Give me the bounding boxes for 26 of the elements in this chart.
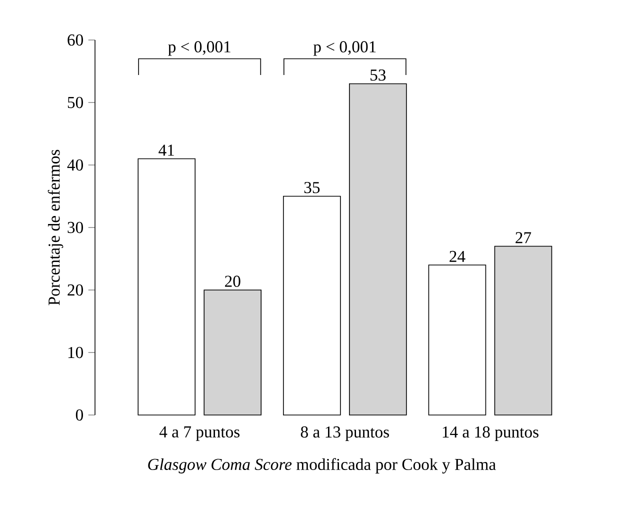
data-label: 27: [516, 232, 532, 244]
bar: [138, 158, 196, 416]
data-label: 24: [450, 250, 466, 262]
x-tick-label: 14 a 18 puntos: [442, 426, 538, 441]
annotation: p < 0,001: [168, 41, 230, 56]
y-tick-label: 10: [68, 346, 83, 358]
y-tick-label: 50: [68, 96, 83, 108]
y-tick-label: 40: [67, 159, 83, 171]
data-label: 20: [225, 276, 240, 287]
bar: [349, 83, 407, 416]
data-label: 53: [370, 69, 386, 81]
data-label: 41: [158, 144, 174, 156]
x-axis-title: Glasgow Coma Score modificada por Cook y Palma: [148, 458, 496, 474]
y-tick-label: 0: [76, 409, 83, 421]
x-tick-label: 8 a 13 puntos: [300, 426, 389, 441]
annotation: p < 0,001: [313, 41, 376, 56]
x-tick-label: 4 a 7 puntos: [159, 426, 240, 441]
y-tick-label: 30: [68, 222, 83, 234]
y-tick-label: 60: [68, 34, 83, 46]
y-tick-label: 20: [68, 284, 83, 296]
bar: [204, 290, 262, 416]
bar: [428, 264, 486, 416]
bar: [494, 246, 552, 416]
data-label: 35: [304, 182, 320, 194]
bar: [283, 196, 341, 416]
y-axis-title: Porcentaje de enfermos: [48, 150, 64, 306]
